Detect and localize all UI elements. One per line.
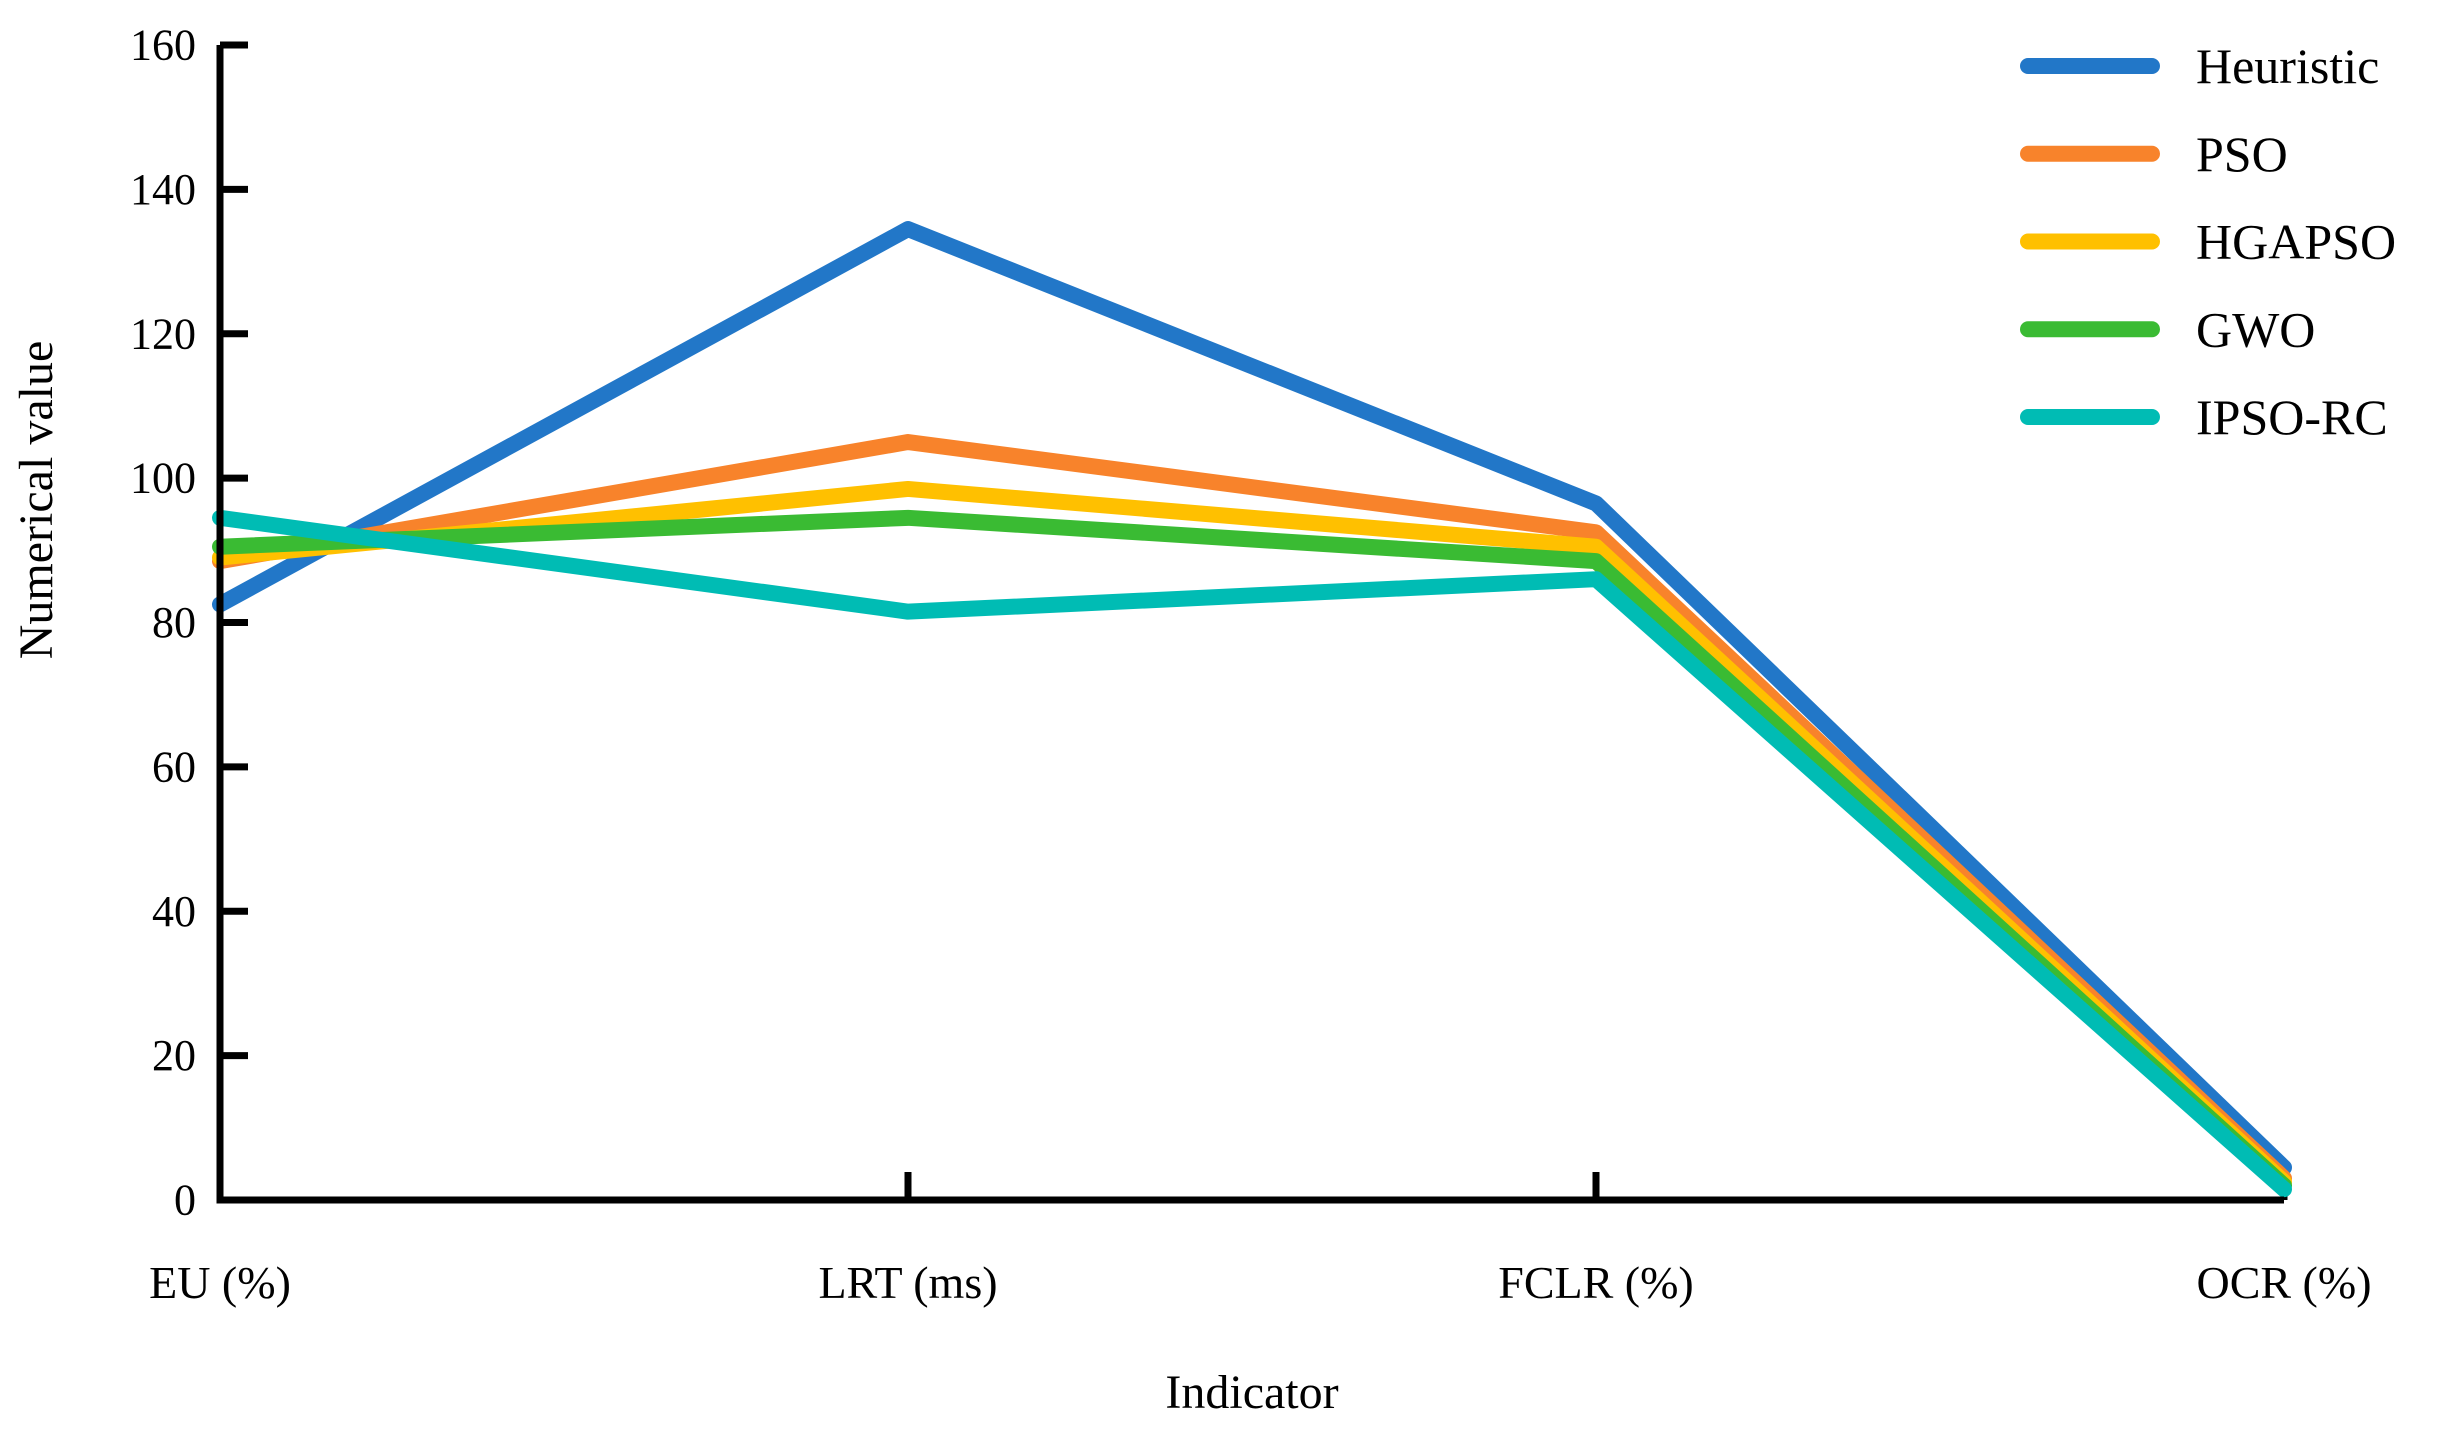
legend-swatch-hgapso — [2020, 233, 2160, 250]
y-tick-label-120: 120 — [130, 309, 196, 358]
legend-item-hgapso: HGAPSO — [2020, 214, 2396, 270]
series-line-gwo — [212, 509, 2292, 1194]
series-lines — [212, 221, 2292, 1198]
legend-swatch-gwo — [2020, 321, 2160, 338]
legend-label-ipso-rc: IPSO-RC — [2196, 389, 2388, 445]
legend-label-pso: PSO — [2196, 126, 2288, 182]
x-axis-ticks: EU (%) LRT (ms) FCLR (%) OCR (%) — [149, 1172, 2372, 1308]
y-tick-label-80: 80 — [152, 598, 196, 647]
y-axis-ticks: 0 20 40 60 80 100 120 140 160 — [130, 21, 248, 1225]
legend-swatch-ipso-rc — [2020, 409, 2160, 425]
axes-spines — [216, 45, 2284, 1204]
series-line-ipso-rc — [212, 509, 2292, 1198]
legend-swatch-pso — [2020, 145, 2160, 162]
series-line-heuristic — [212, 221, 2292, 1176]
legend-item-gwo: GWO — [2020, 301, 2315, 357]
x-tick-label-lrt-ms: LRT (ms) — [818, 1257, 997, 1308]
y-tick-label-20: 20 — [152, 1031, 196, 1080]
y-tick-label-0: 0 — [174, 1176, 196, 1225]
y-tick-label-60: 60 — [152, 742, 196, 791]
y-tick-label-40: 40 — [152, 887, 196, 936]
y-axis-title: Numerical value — [10, 341, 63, 660]
x-tick-label-ocr: OCR (%) — [2196, 1257, 2371, 1308]
legend-label-heuristic: Heuristic — [2196, 38, 2379, 94]
y-tick-label-140: 140 — [130, 165, 196, 214]
x-tick-label-fclr: FCLR (%) — [1498, 1257, 1694, 1308]
legend-item-ipso-rc: IPSO-RC — [2020, 389, 2388, 445]
legend: Heuristic PSO HGAPSO GWO IPSO-RC — [2020, 38, 2396, 445]
x-tick-label-eu: EU (%) — [149, 1257, 291, 1308]
y-tick-label-160: 160 — [130, 21, 196, 70]
x-axis-title: Indicator — [1165, 1366, 1338, 1419]
y-tick-label-100: 100 — [130, 454, 196, 503]
legend-label-hgapso: HGAPSO — [2196, 214, 2396, 270]
legend-item-pso: PSO — [2020, 126, 2288, 182]
legend-label-gwo: GWO — [2196, 301, 2315, 357]
legend-item-heuristic: Heuristic — [2020, 38, 2379, 94]
legend-swatch-heuristic — [2020, 58, 2160, 74]
